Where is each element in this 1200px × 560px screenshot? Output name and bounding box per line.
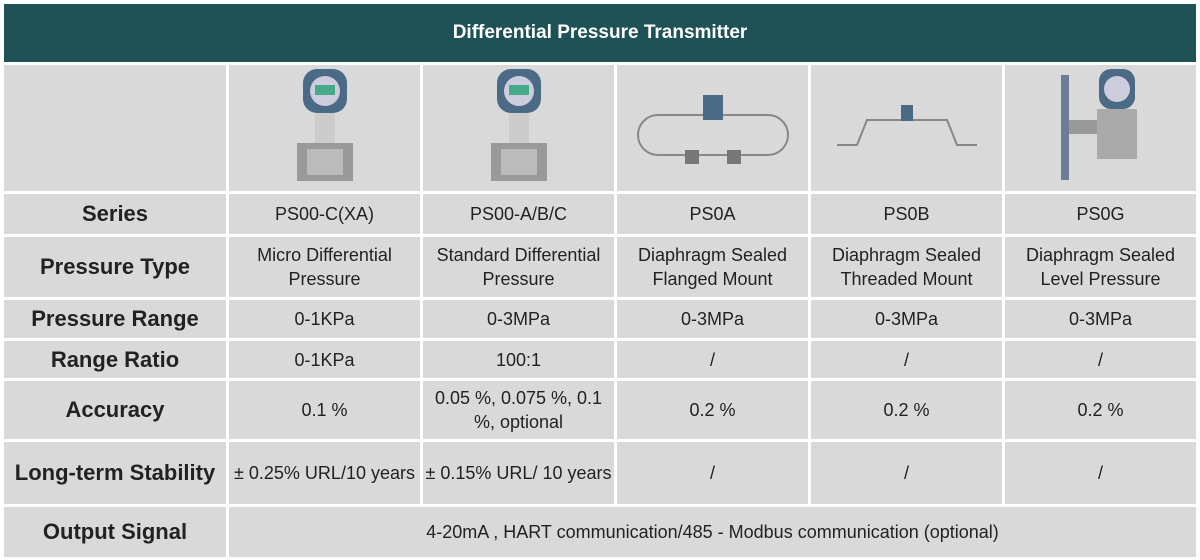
table-row: Pressure Range 0-1KPa 0-3MPa 0-3MPa 0-3MPa 0-… bbox=[4, 300, 1196, 338]
table-cell: Diaphragm Sealed Flanged Mount bbox=[617, 237, 808, 297]
product-image bbox=[423, 65, 614, 191]
table-cell: 0.2 % bbox=[617, 381, 808, 439]
table-cell: ± 0.15% URL/ 10 years bbox=[423, 442, 614, 504]
row-label: Range Ratio bbox=[4, 341, 226, 378]
table-cell: 4-20mA , HART communication/485 - Modbus… bbox=[229, 507, 1196, 557]
table-cell: 0-3MPa bbox=[423, 300, 614, 338]
table-row: Output Signal 4-20mA , HART communication… bbox=[4, 507, 1196, 557]
product-image bbox=[229, 65, 420, 191]
table-cell: Diaphragm Sealed Level Pressure bbox=[1005, 237, 1196, 297]
spec-table: Series PS00-C(XA) PS00-A/B/C PS0A PS0B PS0G Pr… bbox=[1, 62, 1199, 560]
table-cell: / bbox=[1005, 341, 1196, 378]
row-label: Long-term Stability bbox=[4, 442, 226, 504]
table-cell: PS00-C(XA) bbox=[229, 194, 420, 234]
table-cell: PS00-A/B/C bbox=[423, 194, 614, 234]
table-cell: PS0B bbox=[811, 194, 1002, 234]
table-cell: / bbox=[617, 341, 808, 378]
table-title: Differential Pressure Transmitter bbox=[4, 4, 1196, 62]
row-label: Series bbox=[4, 194, 226, 234]
table-row: Series PS00-C(XA) PS00-A/B/C PS0A PS0B PS0G bbox=[4, 194, 1196, 234]
table-cell: / bbox=[617, 442, 808, 504]
table-cell: Standard Differential Pressure bbox=[423, 237, 614, 297]
table-cell: / bbox=[811, 442, 1002, 504]
row-label: Pressure Type bbox=[4, 237, 226, 297]
table-cell: / bbox=[1005, 442, 1196, 504]
table-row: Accuracy 0.1 % 0.05 %, 0.075 %, 0.1 %, opt… bbox=[4, 381, 1196, 439]
image-row bbox=[4, 65, 1196, 191]
table-cell: 0-1KPa bbox=[229, 300, 420, 338]
table-cell: Diaphragm Sealed Threaded Mount bbox=[811, 237, 1002, 297]
table-row: Range Ratio 0-1KPa 100:1// / bbox=[4, 341, 1196, 378]
row-label: Pressure Range bbox=[4, 300, 226, 338]
row-label: Accuracy bbox=[4, 381, 226, 439]
table-cell: PS0G bbox=[1005, 194, 1196, 234]
table-cell: 100:1 bbox=[423, 341, 614, 378]
table-cell: 0.1 % bbox=[229, 381, 420, 439]
table-cell: Micro Differential Pressure bbox=[229, 237, 420, 297]
table-cell: 0.05 %, 0.075 %, 0.1 %, optional bbox=[423, 381, 614, 439]
table-cell: ± 0.25% URL/10 years bbox=[229, 442, 420, 504]
product-image bbox=[617, 65, 808, 191]
table-row: Long-term Stability ± 0.25% URL/10 years ±… bbox=[4, 442, 1196, 504]
table-cell: 0.2 % bbox=[811, 381, 1002, 439]
empty-cell bbox=[4, 65, 226, 191]
product-image bbox=[811, 65, 1002, 191]
table-cell: / bbox=[811, 341, 1002, 378]
table-cell: 0-3MPa bbox=[811, 300, 1002, 338]
table-row: Pressure Type Micro Differential Pressure… bbox=[4, 237, 1196, 297]
table-cell: 0-1KPa bbox=[229, 341, 420, 378]
row-label: Output Signal bbox=[4, 507, 226, 557]
table-cell: 0.2 % bbox=[1005, 381, 1196, 439]
product-image bbox=[1005, 65, 1196, 191]
table-cell: PS0A bbox=[617, 194, 808, 234]
table-cell: 0-3MPa bbox=[1005, 300, 1196, 338]
table-cell: 0-3MPa bbox=[617, 300, 808, 338]
